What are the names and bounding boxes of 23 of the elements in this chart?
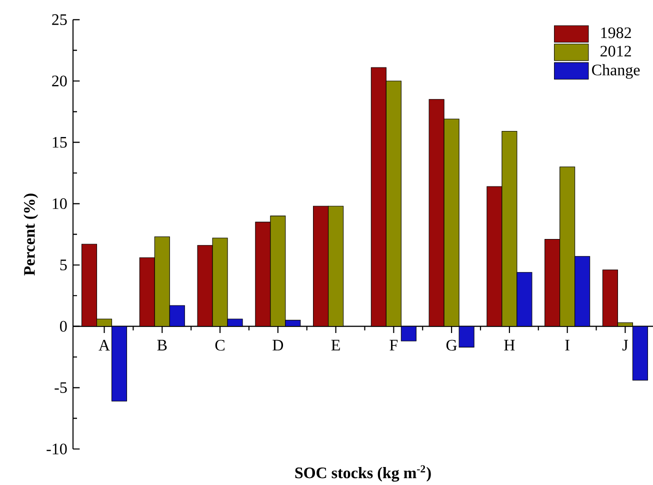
x-tick-label: A (98, 340, 110, 350)
x-tick-label: H (504, 340, 515, 350)
x-tick-label: D (272, 340, 284, 350)
legend-label: 2012 (600, 46, 631, 57)
y-tick-label: 0 (60, 320, 67, 332)
y-tick-label: 20 (52, 76, 67, 86)
x-tick-label: I (565, 340, 570, 350)
x-tick-label: B (157, 340, 167, 350)
y-tick-label: -5 (54, 382, 67, 393)
x-tick-label: G (446, 340, 457, 351)
y-tick-label: 5 (60, 260, 67, 270)
x-axis-title: SOC stocks (kg m$^{-2}$) (295, 465, 431, 482)
x-tick-label: F (390, 340, 398, 350)
y-axis-title: Percent (%) (24, 194, 38, 276)
y-tick-label: -10 (46, 444, 67, 454)
y-tick-label: 10 (52, 198, 67, 210)
legend-label: 1982 (601, 27, 631, 38)
y-tick-label: 25 (52, 14, 67, 26)
y-tick-label: 15 (52, 136, 67, 148)
x-tick-label: J (622, 340, 628, 351)
x-tick-label: C (215, 340, 224, 351)
x-tick-label: E (331, 340, 340, 350)
legend-label: Change (592, 64, 640, 79)
